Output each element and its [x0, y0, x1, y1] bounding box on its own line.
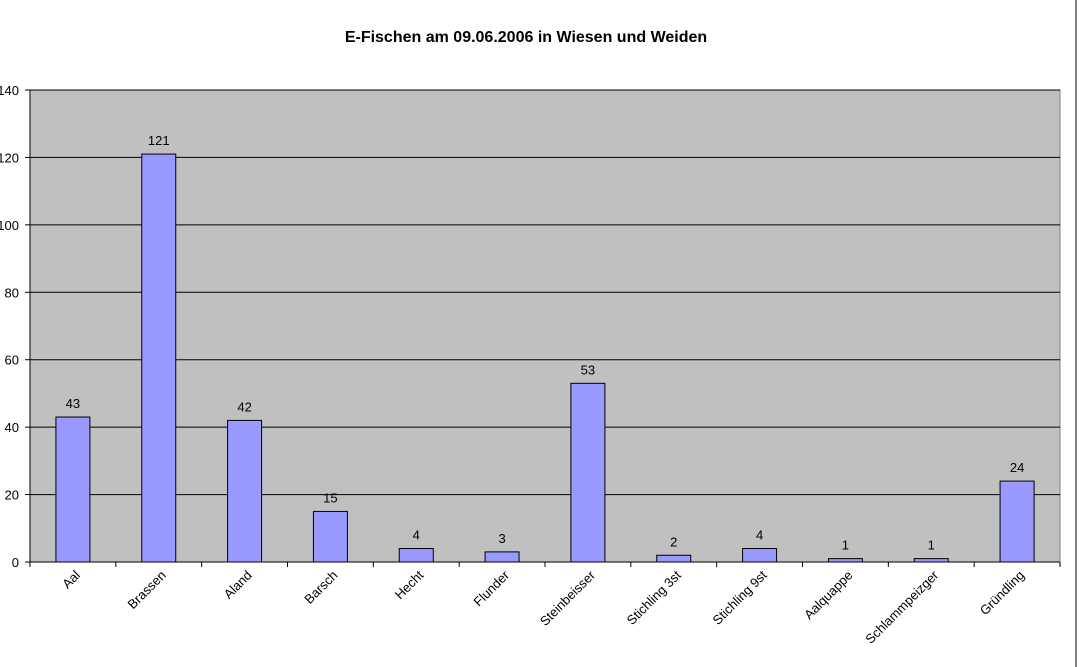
- y-tick-label: 80: [5, 285, 19, 300]
- data-label: 1: [928, 538, 935, 553]
- data-label: 4: [413, 528, 420, 543]
- bar: [484, 551, 520, 563]
- data-label: 2: [670, 534, 677, 549]
- bar: [55, 416, 91, 563]
- data-label: 121: [148, 133, 170, 148]
- y-tick-label: 0: [12, 555, 19, 570]
- bar: [312, 510, 348, 563]
- bar: [742, 548, 778, 563]
- y-tick-label: 60: [5, 353, 19, 368]
- y-tick-label: 100: [0, 218, 19, 233]
- data-label: 42: [237, 399, 251, 414]
- data-label: 1: [842, 538, 849, 553]
- bar: [827, 558, 863, 563]
- bar: [913, 558, 949, 563]
- bar: [656, 554, 692, 563]
- y-tick-label: 40: [5, 420, 19, 435]
- data-label: 53: [581, 362, 595, 377]
- data-label: 3: [498, 531, 505, 546]
- bar: [398, 548, 434, 563]
- data-label: 24: [1010, 460, 1024, 475]
- chart-title: E-Fischen am 09.06.2006 in Wiesen und We…: [345, 29, 707, 46]
- data-label: 43: [66, 396, 80, 411]
- data-label: 4: [756, 528, 763, 543]
- y-tick-label: 140: [0, 83, 19, 98]
- y-tick-label: 20: [5, 488, 19, 503]
- y-tick-label: 120: [0, 150, 19, 165]
- data-label: 15: [323, 490, 337, 505]
- bar: [570, 382, 606, 563]
- bar: [227, 419, 263, 563]
- plot-area: [29, 89, 1061, 563]
- bar: [999, 480, 1035, 563]
- bar: [141, 153, 177, 563]
